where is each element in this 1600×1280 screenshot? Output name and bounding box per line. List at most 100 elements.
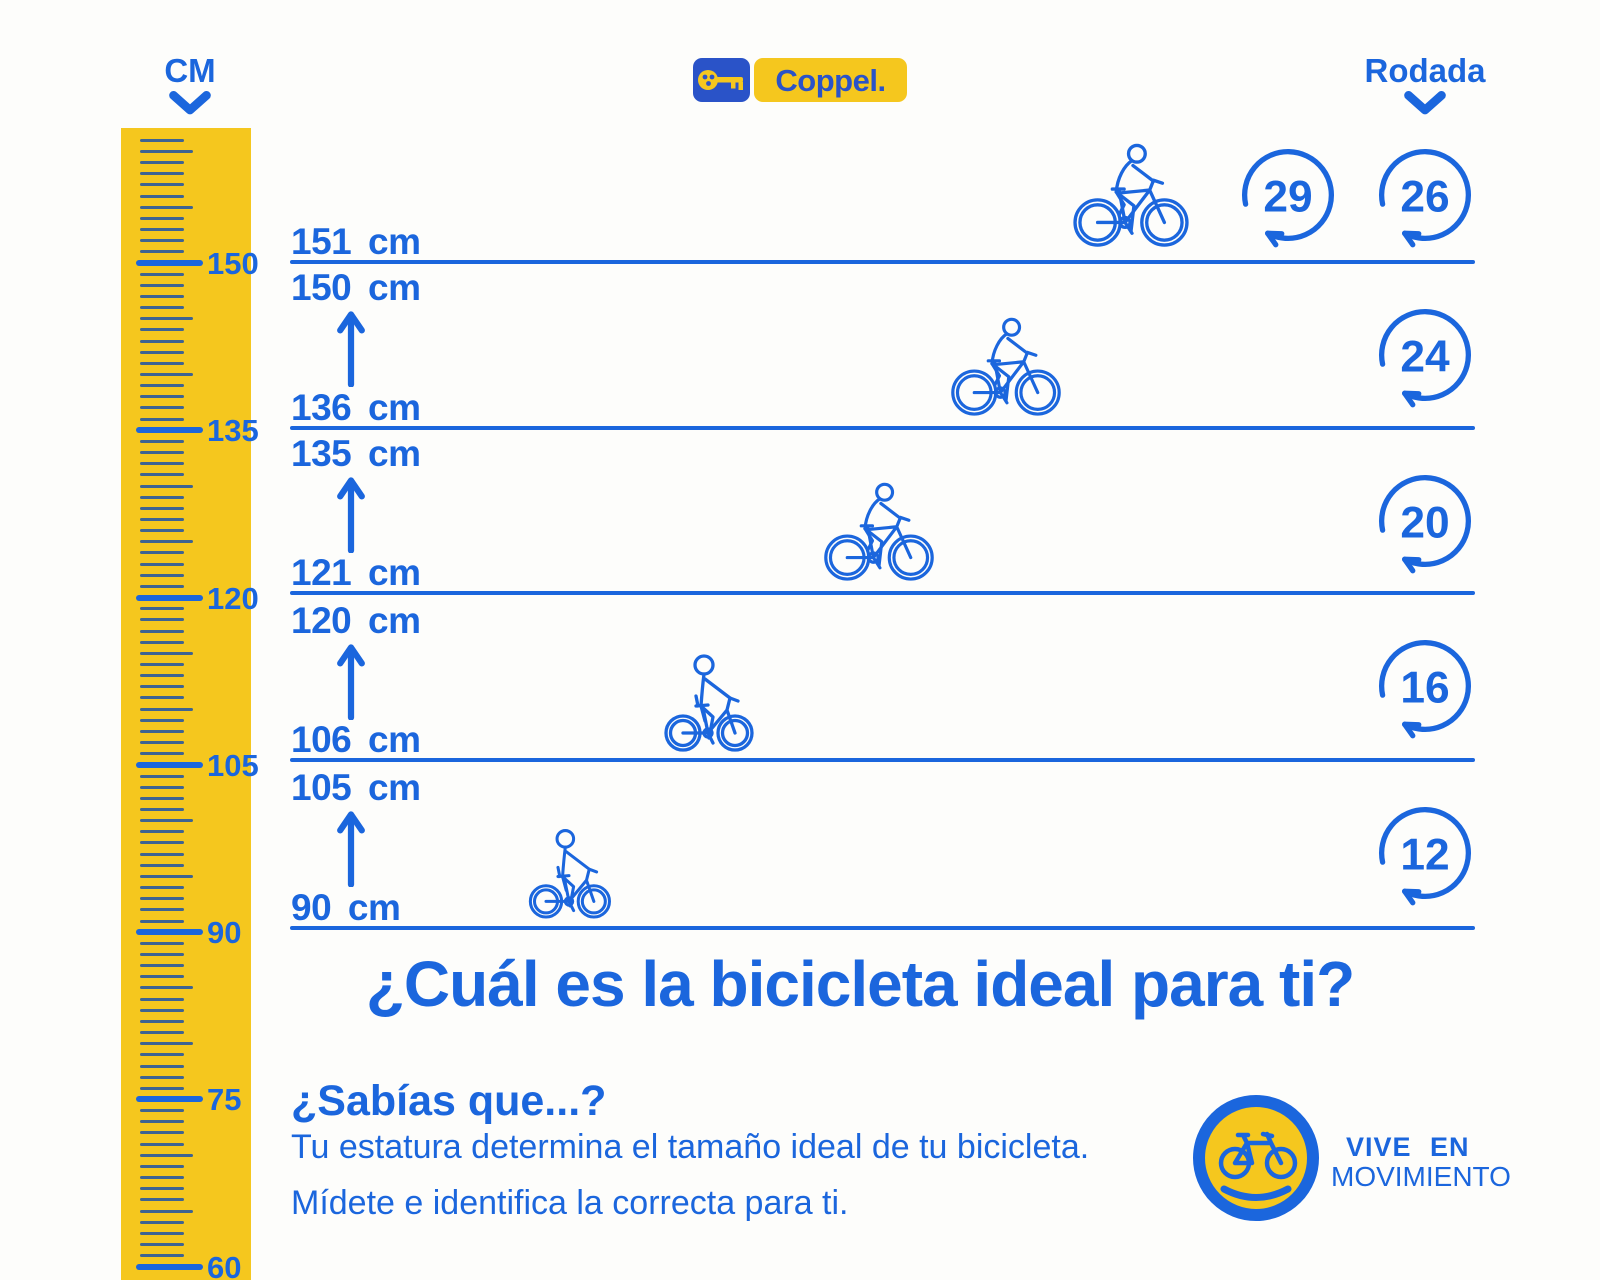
ruler-minor-tick xyxy=(140,473,184,477)
ruler-minor-tick xyxy=(140,172,184,176)
ruler-minor-tick xyxy=(140,294,184,298)
ruler-major-tick xyxy=(136,1263,203,1270)
ruler-minor-tick xyxy=(140,819,193,823)
ruler-minor-tick xyxy=(140,495,184,499)
ruler-minor-tick xyxy=(140,1019,184,1023)
vive-en-text: VIVE EN xyxy=(1346,1132,1470,1162)
ruler-minor-tick xyxy=(140,841,184,845)
ruler-tick-label: 75 xyxy=(207,1082,242,1118)
row4-min-height: 106 cm xyxy=(291,719,421,760)
ruler-minor-tick xyxy=(140,886,184,890)
ruler-tick-label: 150 xyxy=(207,246,259,281)
ruler-minor-tick xyxy=(140,852,184,856)
ruler-minor-tick xyxy=(140,830,184,834)
svg-text:24: 24 xyxy=(1400,333,1450,382)
ruler-minor-tick xyxy=(140,952,184,956)
svg-text:26: 26 xyxy=(1400,173,1449,222)
ruler-minor-tick xyxy=(140,439,184,443)
ruler-minor-tick xyxy=(140,183,184,187)
vive-en-movimiento-logo xyxy=(1193,1095,1319,1221)
ruler-minor-tick xyxy=(140,239,184,243)
row-divider xyxy=(290,591,1475,595)
ruler-minor-tick xyxy=(140,562,184,566)
ruler-minor-tick xyxy=(140,384,184,388)
ruler-minor-tick xyxy=(140,272,184,276)
ruler-minor-tick xyxy=(140,807,184,811)
ruler-minor-tick xyxy=(140,685,184,689)
ruler-minor-tick xyxy=(140,674,184,678)
ruler-minor-tick xyxy=(140,551,184,555)
svg-text:16: 16 xyxy=(1400,664,1449,713)
ruler-minor-tick xyxy=(140,1231,184,1235)
ruler-minor-tick xyxy=(140,729,184,733)
ruler-minor-tick xyxy=(140,361,184,365)
bicycle-icon xyxy=(1218,1131,1298,1180)
ruler-minor-tick xyxy=(140,506,184,510)
ruler-minor-tick xyxy=(140,149,193,153)
ruler-minor-tick xyxy=(140,1086,184,1090)
ruler-minor-tick xyxy=(140,540,193,544)
ruler-minor-tick xyxy=(140,1142,184,1146)
fact-line: Tu estatura determina el tamaño ideal de… xyxy=(291,1128,1090,1166)
ruler-major-tick xyxy=(136,594,203,601)
ruler-minor-tick xyxy=(140,350,184,354)
ruler-minor-tick xyxy=(140,1109,184,1113)
row2-min-height: 136 cm xyxy=(291,387,421,428)
row-divider xyxy=(290,758,1475,762)
ruler-minor-tick xyxy=(140,1008,184,1012)
range-up-arrow-icon xyxy=(331,640,371,720)
ruler-minor-tick xyxy=(140,339,184,343)
row3-min-height: 121 cm xyxy=(291,552,421,593)
ruler-minor-tick xyxy=(140,997,184,1001)
fact-line: Mídete e identifica la correcta para ti. xyxy=(291,1184,849,1222)
kid-cyclist-icon xyxy=(664,654,754,752)
row-divider xyxy=(290,926,1475,930)
ruler-tick-label: 90 xyxy=(207,915,242,951)
ruler-minor-tick xyxy=(140,964,184,968)
ruler-minor-tick xyxy=(140,663,184,666)
movimiento-text: MOVIMIENTO xyxy=(1331,1161,1511,1192)
ruler-major-tick xyxy=(136,1096,203,1103)
ruler-minor-tick xyxy=(140,1198,184,1202)
ruler-minor-tick xyxy=(140,897,184,901)
smile-arc xyxy=(1220,1185,1292,1201)
ruler-minor-tick xyxy=(140,785,184,789)
wheel-size-badge-26: 26 xyxy=(1379,149,1471,248)
ruler-minor-tick xyxy=(140,406,184,410)
ruler-minor-tick xyxy=(140,1242,184,1246)
ruler-minor-tick xyxy=(140,216,184,220)
key-icon xyxy=(698,70,743,90)
ruler-minor-tick xyxy=(140,651,193,655)
ruler-major-tick xyxy=(136,260,203,266)
ruler-minor-tick xyxy=(140,1131,184,1135)
ruler-tick-label: 135 xyxy=(207,413,259,449)
kid-cyclist-icon xyxy=(528,829,612,919)
cm-chevron-down-icon xyxy=(167,91,213,117)
ruler-minor-tick xyxy=(140,451,184,455)
ruler-minor-tick xyxy=(140,395,184,399)
ruler-minor-tick xyxy=(140,462,184,466)
ruler-minor-tick xyxy=(140,863,184,867)
ruler-minor-tick xyxy=(140,1164,184,1168)
ruler-minor-tick xyxy=(140,1176,184,1180)
row-divider xyxy=(290,426,1475,430)
adult-cyclist-icon xyxy=(824,482,934,581)
coppel-logo: Coppel. xyxy=(754,58,907,102)
range-up-arrow-icon xyxy=(331,307,371,387)
ruler-minor-tick xyxy=(140,1254,184,1258)
ruler-minor-tick xyxy=(140,919,184,923)
ruler-tick-label: 120 xyxy=(207,580,259,616)
ruler-minor-tick xyxy=(140,774,184,778)
ruler-minor-tick xyxy=(140,629,184,633)
row5-max-height: 105 cm xyxy=(291,767,421,808)
ruler-minor-tick xyxy=(140,417,184,421)
ruler-minor-tick xyxy=(140,250,184,254)
ruler-minor-tick xyxy=(140,696,184,700)
ruler-major-tick xyxy=(136,761,203,768)
ruler-minor-tick xyxy=(140,228,184,232)
ruler-minor-tick xyxy=(140,1187,184,1191)
ruler-unit-label: CM xyxy=(164,52,216,89)
coppel-key-emblem xyxy=(693,58,750,102)
ruler-minor-tick xyxy=(140,618,184,622)
ruler-minor-tick xyxy=(140,874,193,878)
